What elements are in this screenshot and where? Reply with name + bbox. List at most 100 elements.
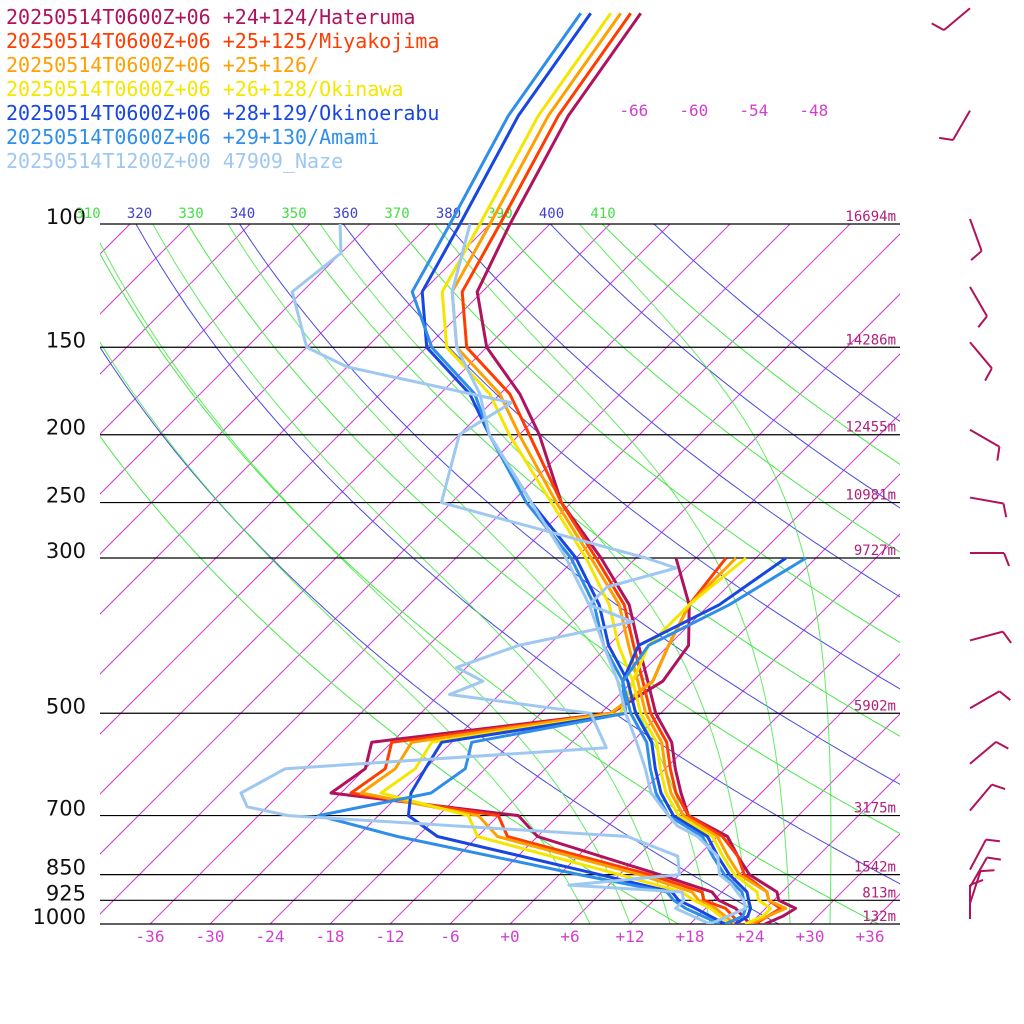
isotherm-line <box>100 224 491 615</box>
isotherm-line <box>149 224 851 924</box>
dry-adiabat <box>239 224 900 785</box>
temperature-trace <box>450 223 748 924</box>
isotherm-label: -66 <box>619 101 648 120</box>
theta-label: 310 <box>75 206 100 222</box>
dry-adiabat <box>549 224 900 509</box>
isotherm-line <box>209 233 900 924</box>
wind-barb <box>939 110 971 142</box>
isotherm-label: -48 <box>799 101 828 120</box>
isotherm-line <box>100 224 611 735</box>
height-label: 1542m <box>854 860 896 876</box>
legend-entry: 20250514T1200Z+00 47909_Naze <box>6 149 343 173</box>
theta-label: 320 <box>127 206 152 222</box>
wind-barb <box>969 838 1000 871</box>
isotherm-line <box>269 293 900 924</box>
temperature-tick: +12 <box>616 927 645 946</box>
isotherm-line <box>449 473 900 924</box>
wind-barb <box>969 428 1001 461</box>
legend-entry: 20250514T0600Z+06 +25+125/Miyakojima <box>6 29 439 53</box>
isotherm-line <box>100 224 551 675</box>
isotherm-line <box>0 69 225 924</box>
temperature-tick: +0 <box>500 927 519 946</box>
height-label: 9727m <box>854 543 896 559</box>
dewpoint-trace <box>316 556 807 924</box>
height-label: 3175m <box>854 801 896 817</box>
pressure-label: 500 <box>46 694 86 718</box>
height-label: 132m <box>862 909 896 925</box>
wind-barbs <box>931 7 1012 919</box>
theta-label: 370 <box>384 206 409 222</box>
isotherm-line <box>749 773 900 924</box>
temperature-tick: -36 <box>136 927 165 946</box>
pressure-label: 1000 <box>33 905 86 929</box>
wind-barb <box>969 740 1009 765</box>
temperature-trace <box>475 12 798 924</box>
moist-adiabat <box>579 224 832 924</box>
temperature-tick: +6 <box>560 927 579 946</box>
pressure-label: 200 <box>46 416 86 440</box>
temperature-trace <box>420 12 753 924</box>
isotherm-line <box>990 69 1024 924</box>
wind-barb <box>931 7 971 32</box>
dry-adiabat <box>187 224 900 835</box>
temperature-trace <box>440 12 773 924</box>
height-label: 12455m <box>845 420 896 436</box>
sounding-traces <box>239 12 807 924</box>
wind-barb <box>969 218 983 261</box>
isotherm-line <box>389 413 900 924</box>
dry-adiabat <box>394 224 900 644</box>
temperature-tick: -12 <box>376 927 405 946</box>
pressure-label: 250 <box>46 484 86 508</box>
legend-entry: 20250514T0600Z+06 +28+129/Okinoerabu <box>6 101 439 125</box>
temperature-tick: +24 <box>736 927 765 946</box>
wind-barb <box>969 496 1008 518</box>
pressure-label: 925 <box>46 881 86 905</box>
theta-label: 350 <box>281 206 306 222</box>
dry-adiabat <box>100 346 779 924</box>
temperature-tick: +30 <box>796 927 825 946</box>
isotherm-line <box>930 69 1024 924</box>
moist-adiabat <box>100 341 591 924</box>
temperature-tick: -30 <box>196 927 225 946</box>
wind-barb <box>969 630 1012 644</box>
isotherm-line <box>100 224 791 915</box>
isotherm-line <box>329 353 900 924</box>
wind-barb <box>969 856 1001 888</box>
dry-adiabat <box>446 224 900 598</box>
height-label: 10981m <box>845 488 896 504</box>
wind-barb <box>969 783 1006 812</box>
theta-label: 410 <box>590 206 615 222</box>
theta-label: 330 <box>178 206 203 222</box>
pressure-label: 150 <box>46 328 86 352</box>
temperature-trace <box>410 12 748 924</box>
wind-barb <box>969 341 993 382</box>
isotherm-label: -60 <box>679 101 708 120</box>
isotherm-label: -54 <box>739 101 768 120</box>
dewpoint-trace <box>359 556 738 924</box>
pressure-label: 700 <box>46 797 86 821</box>
legend-entry: 20250514T0600Z+06 +24+124/Hateruma <box>6 5 415 29</box>
temperature-tick: +36 <box>856 927 885 946</box>
pressure-label: 850 <box>46 856 86 880</box>
wind-barb <box>969 286 988 328</box>
isotherm-line <box>629 653 900 924</box>
dry-adiabat <box>342 224 900 690</box>
height-label: 5902m <box>854 698 896 714</box>
pressure-label: 300 <box>46 539 86 563</box>
dry-adiabat <box>290 224 900 737</box>
theta-label: 360 <box>333 206 358 222</box>
height-label: 14286m <box>845 332 896 348</box>
temperature-tick: +18 <box>676 927 705 946</box>
dry-adiabat <box>497 224 900 553</box>
isobars <box>100 223 900 925</box>
wind-barb <box>970 551 1011 567</box>
dewpoint-trace <box>406 556 787 924</box>
dewpoint-trace <box>379 556 747 924</box>
theta-label: 400 <box>539 206 564 222</box>
dry-adiabat <box>601 224 900 465</box>
isotherm-line <box>689 713 900 924</box>
wind-barb <box>969 869 995 904</box>
height-label: 16694m <box>845 209 896 225</box>
isotherm-line <box>100 224 671 795</box>
